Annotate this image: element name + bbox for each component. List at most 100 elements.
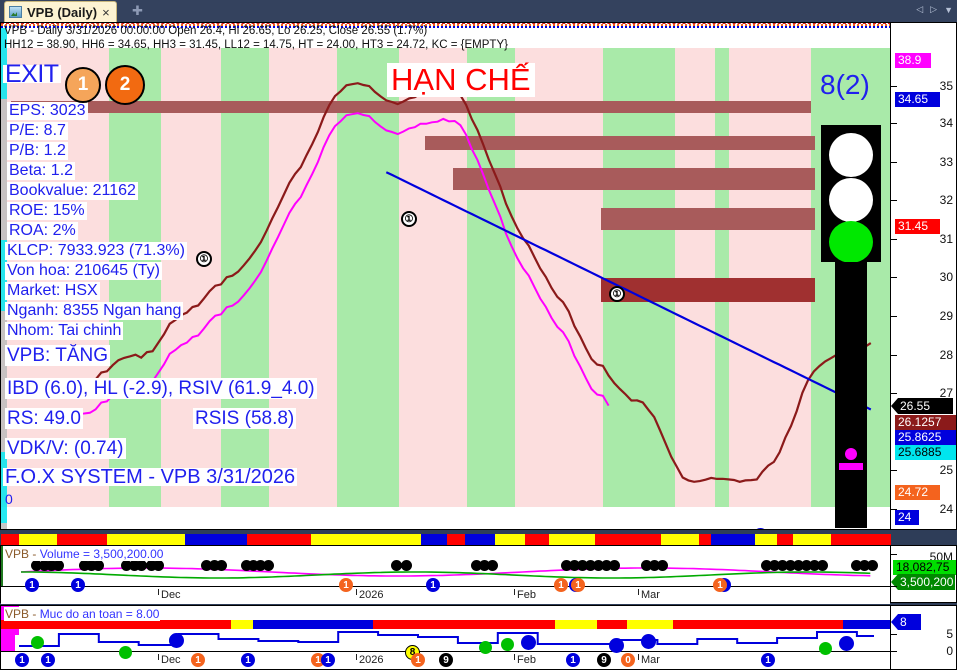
scale-value-chip: 24.72 bbox=[895, 485, 940, 500]
traffic-light-green-lamp bbox=[829, 221, 873, 263]
rsis-label: RSIS (58.8) bbox=[193, 408, 297, 429]
volume-dot-marker bbox=[129, 560, 140, 571]
chevron-down-icon[interactable]: ▼ bbox=[944, 4, 953, 15]
resistance-band bbox=[601, 208, 815, 230]
scale-tick bbox=[891, 162, 897, 163]
volume-dot-marker bbox=[146, 560, 157, 571]
safety-scale[interactable]: 8 5 0 bbox=[890, 605, 957, 670]
traffic-light-pole bbox=[835, 262, 867, 528]
resistance-band bbox=[601, 278, 815, 302]
pole-marker-dot bbox=[845, 448, 857, 460]
background-zone bbox=[467, 48, 515, 507]
prev-arrow-icon[interactable]: ◁ bbox=[916, 4, 924, 14]
close-icon[interactable]: × bbox=[102, 4, 110, 20]
scale-label: 27 bbox=[939, 386, 953, 400]
scale-label: 29 bbox=[939, 309, 953, 323]
volume-dot-marker bbox=[121, 560, 132, 571]
ht3-label: HT3 bbox=[361, 39, 384, 51]
volume-signal-badge: 1 bbox=[339, 578, 353, 592]
volume-dot-marker bbox=[609, 560, 620, 571]
volume-signal-badge: 1 bbox=[571, 578, 585, 592]
scale-value-chip: 34.65 bbox=[895, 92, 940, 107]
indicator-readout: HH12 = 38.90, HH6 = 34.65, HH3 = 31.45, … bbox=[4, 39, 508, 51]
current-price-chip: 26.55 bbox=[891, 398, 953, 414]
safety-current-chip: 8 bbox=[891, 614, 921, 630]
exit-label: EXIT bbox=[3, 60, 61, 88]
safety-scale-tick bbox=[891, 651, 897, 652]
marker-circle-2[interactable]: 2 bbox=[105, 65, 145, 105]
safety-blue-dot bbox=[609, 638, 624, 653]
background-zone bbox=[221, 48, 269, 507]
axis-label: Feb bbox=[514, 654, 536, 666]
bookvalue-label: Bookvalue: 21162 bbox=[7, 182, 138, 200]
safety-signal-badge: 9 bbox=[439, 653, 453, 667]
volume-bar bbox=[1, 551, 4, 569]
safety-ribbon-segment bbox=[1, 620, 231, 629]
volume-dot-marker bbox=[209, 560, 220, 571]
volume-dot-marker bbox=[93, 560, 104, 571]
volume-dot-marker bbox=[46, 560, 57, 571]
scale-value-chip: 24 bbox=[895, 510, 919, 525]
signal-count: 8(2) bbox=[820, 69, 870, 100]
volume-pane[interactable]: 111111111 VPB - Volume = 3,500,200.00 De… bbox=[0, 545, 890, 604]
safety-ribbon-segment bbox=[231, 620, 253, 629]
scale-label: 24 bbox=[939, 502, 953, 516]
scale-value-chip: 38.9 bbox=[895, 53, 931, 68]
chart-icon bbox=[9, 6, 22, 18]
roa-label: ROA: 2% bbox=[7, 222, 78, 240]
background-zone bbox=[337, 48, 399, 507]
scale-tick bbox=[891, 509, 897, 510]
background-zone bbox=[515, 48, 603, 507]
safety-green-dot bbox=[31, 636, 44, 649]
marker-circle-1[interactable]: 1 bbox=[65, 67, 101, 103]
volume-dot-marker bbox=[641, 560, 652, 571]
cloud-band bbox=[1, 169, 7, 241]
safety-scale-tick bbox=[891, 634, 897, 635]
next-arrow-icon[interactable]: ▷ bbox=[930, 4, 938, 14]
safety-ribbon-segment bbox=[373, 620, 377, 629]
scale-value-chip: 25.8625 bbox=[895, 430, 956, 445]
scale-label: 35 bbox=[939, 79, 953, 93]
circled-one-marker: ① bbox=[609, 286, 625, 302]
axis-label: Mar bbox=[638, 654, 660, 666]
ht3-value: = 24.72, bbox=[383, 39, 432, 51]
cloud-band bbox=[1, 452, 7, 523]
scale-tick bbox=[891, 200, 897, 201]
volume-dot-marker bbox=[817, 560, 828, 571]
titlebar-nav: ◁ ▷ ▼ bbox=[916, 4, 953, 15]
safety-level-line bbox=[19, 631, 874, 647]
scale-tick bbox=[891, 316, 897, 317]
safety-ribbon-segment bbox=[673, 620, 843, 629]
tab-vpb-daily[interactable]: VPB (Daily) × bbox=[4, 1, 117, 22]
volume-scale[interactable]: 50M 18,082,75 3,500,200 bbox=[890, 545, 957, 603]
scale-tick bbox=[891, 239, 897, 240]
roe-reference-line bbox=[1, 23, 890, 24]
nganh-label: Nganh: 8355 Ngan hang bbox=[5, 302, 184, 320]
ll12-value: = 14.75, bbox=[249, 39, 299, 51]
circled-one-marker: ① bbox=[401, 211, 417, 227]
safety-green-dot bbox=[119, 646, 132, 659]
rs-label: RS: 49.0 bbox=[5, 408, 83, 429]
resistance-band bbox=[453, 168, 815, 190]
volume-dot-marker bbox=[593, 560, 604, 571]
volume-dot-marker bbox=[649, 560, 660, 571]
volume-dot-marker bbox=[79, 560, 90, 571]
hh6-value: = 34.65, bbox=[104, 39, 153, 51]
ibd-line: IBD (6.0), HL (-2.9), RSIV (61.9_4.0) bbox=[5, 378, 317, 399]
axis-label: 2026 bbox=[355, 654, 384, 666]
cloud-band bbox=[1, 310, 7, 382]
scale-label: 32 bbox=[939, 193, 953, 207]
safety-signal-badge: 1 bbox=[761, 653, 775, 667]
price-scale[interactable]: 35 34 33 32 31 30 29 28 27 25 24 38.9 34.65 31.45 26.1… bbox=[890, 22, 957, 530]
volume-dot-marker bbox=[769, 560, 780, 571]
circled-one-marker: ① bbox=[196, 251, 212, 267]
add-tab-icon[interactable]: ✚ bbox=[132, 3, 143, 18]
trend-label: VPB: TĂNG bbox=[5, 345, 111, 366]
volume-signal-badge: 1 bbox=[713, 578, 727, 592]
zero-label: 0 bbox=[5, 491, 13, 507]
safety-ribbon-segment bbox=[555, 620, 597, 629]
volume-dot-marker bbox=[391, 560, 402, 571]
volume-dot-marker bbox=[859, 560, 870, 571]
